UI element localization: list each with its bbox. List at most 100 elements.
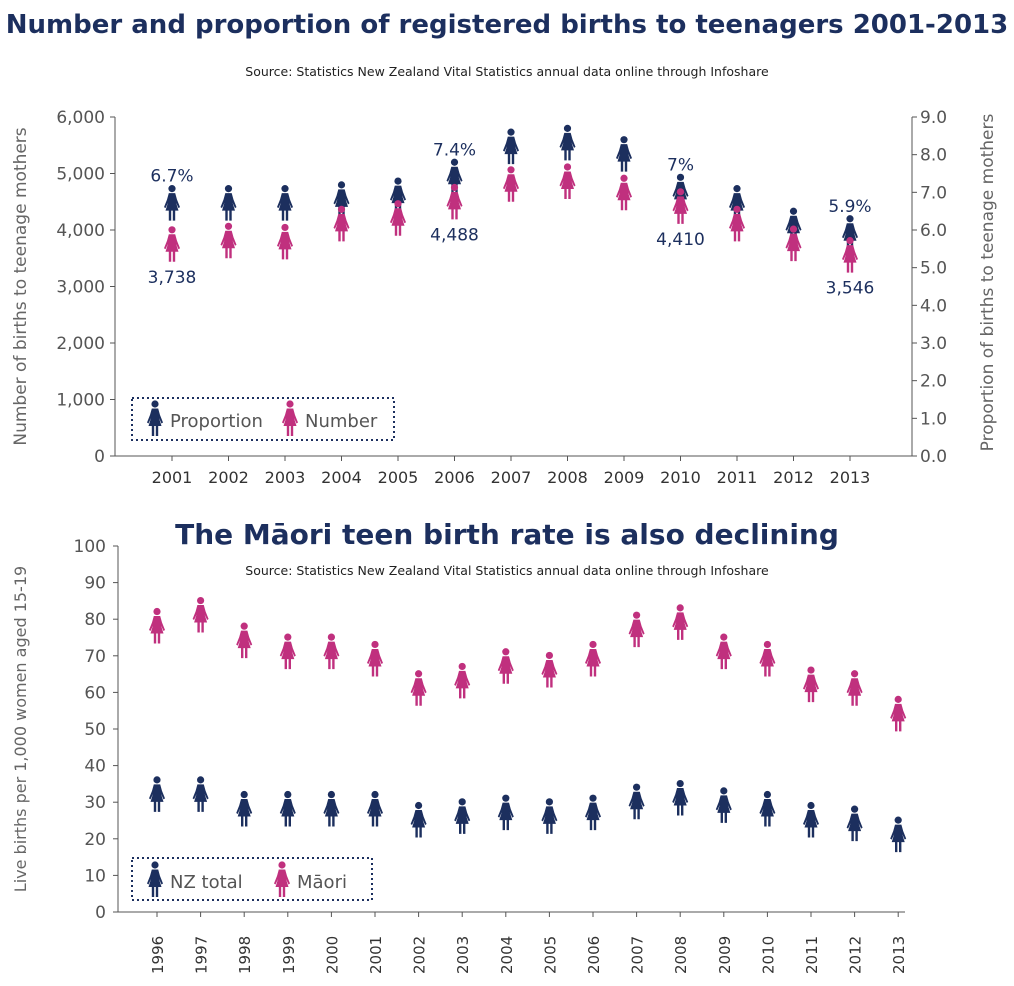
proportion-point bbox=[333, 181, 350, 217]
chart-2-source: Source: Statistics New Zealand Vital Sta… bbox=[245, 563, 769, 578]
proportion-data-label: 5.9% bbox=[828, 197, 871, 217]
proportion-point bbox=[277, 185, 293, 221]
chart-2-title: The Māori teen birth rate is also declin… bbox=[175, 518, 839, 551]
number-point bbox=[390, 200, 406, 236]
chart-2-y-axis-label: Live births per 1,000 women aged 15-19 bbox=[11, 566, 30, 892]
legend-maori-label: Māori bbox=[297, 872, 347, 893]
chart-2-y-tick-label: 90 bbox=[84, 574, 106, 594]
nz-total-point bbox=[323, 790, 340, 827]
chart-2-y-tick-label: 50 bbox=[84, 720, 106, 740]
proportion-point bbox=[616, 136, 632, 172]
chart-2-x-tick-label: 2003 bbox=[454, 936, 472, 974]
maori-point bbox=[803, 666, 819, 703]
chart-2-y-tick-label: 40 bbox=[84, 757, 106, 777]
right-tick-label: 7.0 bbox=[920, 183, 947, 203]
left-tick-label: 1,000 bbox=[56, 391, 105, 411]
chart-2-x-tick-label: 1999 bbox=[280, 936, 298, 974]
proportion-point bbox=[446, 158, 463, 195]
chart-2-x-tick-label: 2006 bbox=[585, 936, 603, 974]
chart-2-x-tick-label: 2001 bbox=[367, 936, 385, 974]
proportion-point bbox=[390, 177, 406, 214]
legend-nz-total-icon bbox=[147, 861, 163, 897]
number-data-label: 3,546 bbox=[826, 279, 875, 299]
x-tick-label: 2003 bbox=[265, 468, 306, 487]
chart-2-y-tick-label: 70 bbox=[84, 647, 106, 667]
chart-2-x-tick-label: 2000 bbox=[323, 936, 341, 974]
chart-1-source: Source: Statistics New Zealand Vital Sta… bbox=[245, 64, 769, 79]
y2-axis-label: Proportion of births to teenage mothers bbox=[978, 113, 998, 451]
nz-total-point bbox=[367, 790, 383, 827]
right-tick-label: 0.0 bbox=[920, 447, 947, 467]
nz-total-point bbox=[410, 801, 427, 838]
proportion-data-label: 7.4% bbox=[433, 140, 476, 160]
maori-point bbox=[236, 622, 253, 659]
maori-point bbox=[497, 648, 514, 684]
chart-2-y-tick-label: 30 bbox=[84, 793, 106, 813]
number-point bbox=[164, 226, 180, 262]
right-tick-label: 2.0 bbox=[920, 372, 947, 392]
maori-point bbox=[846, 670, 863, 706]
x-tick-label: 2002 bbox=[208, 468, 249, 487]
proportion-point bbox=[164, 185, 180, 221]
legend-box bbox=[131, 397, 395, 441]
nz-total-point bbox=[803, 801, 819, 838]
chart-2-x-tick-label: 2005 bbox=[541, 936, 559, 974]
nz-total-point bbox=[192, 776, 209, 812]
maori-point bbox=[192, 596, 209, 633]
chart-2-y-tick-label: 10 bbox=[84, 866, 106, 886]
nz-total-point bbox=[759, 790, 776, 827]
maori-point bbox=[541, 651, 558, 688]
number-point bbox=[446, 183, 463, 220]
left-tick-label: 4,000 bbox=[56, 221, 105, 241]
chart-2-legend-box bbox=[131, 857, 373, 901]
number-data-label: 4,410 bbox=[656, 230, 705, 250]
maori-point bbox=[323, 633, 340, 670]
left-tick-label: 5,000 bbox=[56, 165, 105, 185]
chart-2-x-tick-label: 2007 bbox=[629, 936, 647, 974]
chart-2-x-tick-label: 2012 bbox=[847, 936, 865, 974]
chart-2-y-tick-label: 80 bbox=[84, 610, 106, 630]
chart-2-x-tick-label: 2013 bbox=[890, 936, 908, 974]
nz-total-point bbox=[541, 798, 558, 834]
proportion-point bbox=[559, 124, 576, 161]
right-tick-label: 3.0 bbox=[920, 334, 947, 354]
proportion-point bbox=[672, 173, 689, 210]
number-point bbox=[616, 174, 632, 211]
chart-2-x-tick-label: 2009 bbox=[716, 936, 734, 974]
right-tick-label: 6.0 bbox=[920, 221, 947, 241]
nz-total-point bbox=[715, 787, 732, 823]
y-axis-label: Number of births to teenage mothers bbox=[11, 127, 31, 445]
x-tick-label: 2004 bbox=[321, 468, 362, 487]
nz-total-point bbox=[628, 783, 645, 820]
nz-total-point bbox=[846, 805, 863, 842]
maori-point bbox=[149, 607, 165, 644]
right-tick-label: 5.0 bbox=[920, 259, 947, 279]
nz-total-point bbox=[236, 790, 253, 827]
legend-nz-total-label: NZ total bbox=[170, 872, 243, 893]
chart-2-x-tick-label: 1998 bbox=[236, 936, 254, 974]
x-tick-label: 2013 bbox=[830, 468, 871, 487]
x-tick-label: 2012 bbox=[773, 468, 814, 487]
legend-number-icon bbox=[282, 400, 298, 436]
legend-maori-icon bbox=[274, 861, 290, 897]
maori-point bbox=[585, 640, 601, 677]
chart-2-y-tick-label: 20 bbox=[84, 830, 106, 850]
x-tick-label: 2006 bbox=[434, 468, 475, 487]
right-tick-label: 8.0 bbox=[920, 146, 947, 166]
chart-1-title: Number and proportion of registered birt… bbox=[5, 10, 1009, 40]
chart-2-y-tick-label: 0 bbox=[95, 903, 106, 923]
maori-point bbox=[410, 670, 427, 706]
x-tick-label: 2005 bbox=[378, 468, 419, 487]
chart-2-x-tick-label: 2008 bbox=[672, 936, 690, 974]
legend-number-label: Number bbox=[305, 411, 378, 432]
x-tick-label: 2001 bbox=[152, 468, 193, 487]
number-point bbox=[559, 163, 576, 199]
maori-point bbox=[890, 695, 907, 732]
chart-2-x-tick-label: 2011 bbox=[803, 936, 821, 974]
number-point bbox=[729, 205, 745, 242]
number-data-label: 4,488 bbox=[430, 225, 479, 245]
chart-2-x-tick-label: 2004 bbox=[498, 936, 516, 974]
nz-total-point bbox=[585, 794, 601, 831]
right-tick-label: 9.0 bbox=[920, 108, 947, 128]
